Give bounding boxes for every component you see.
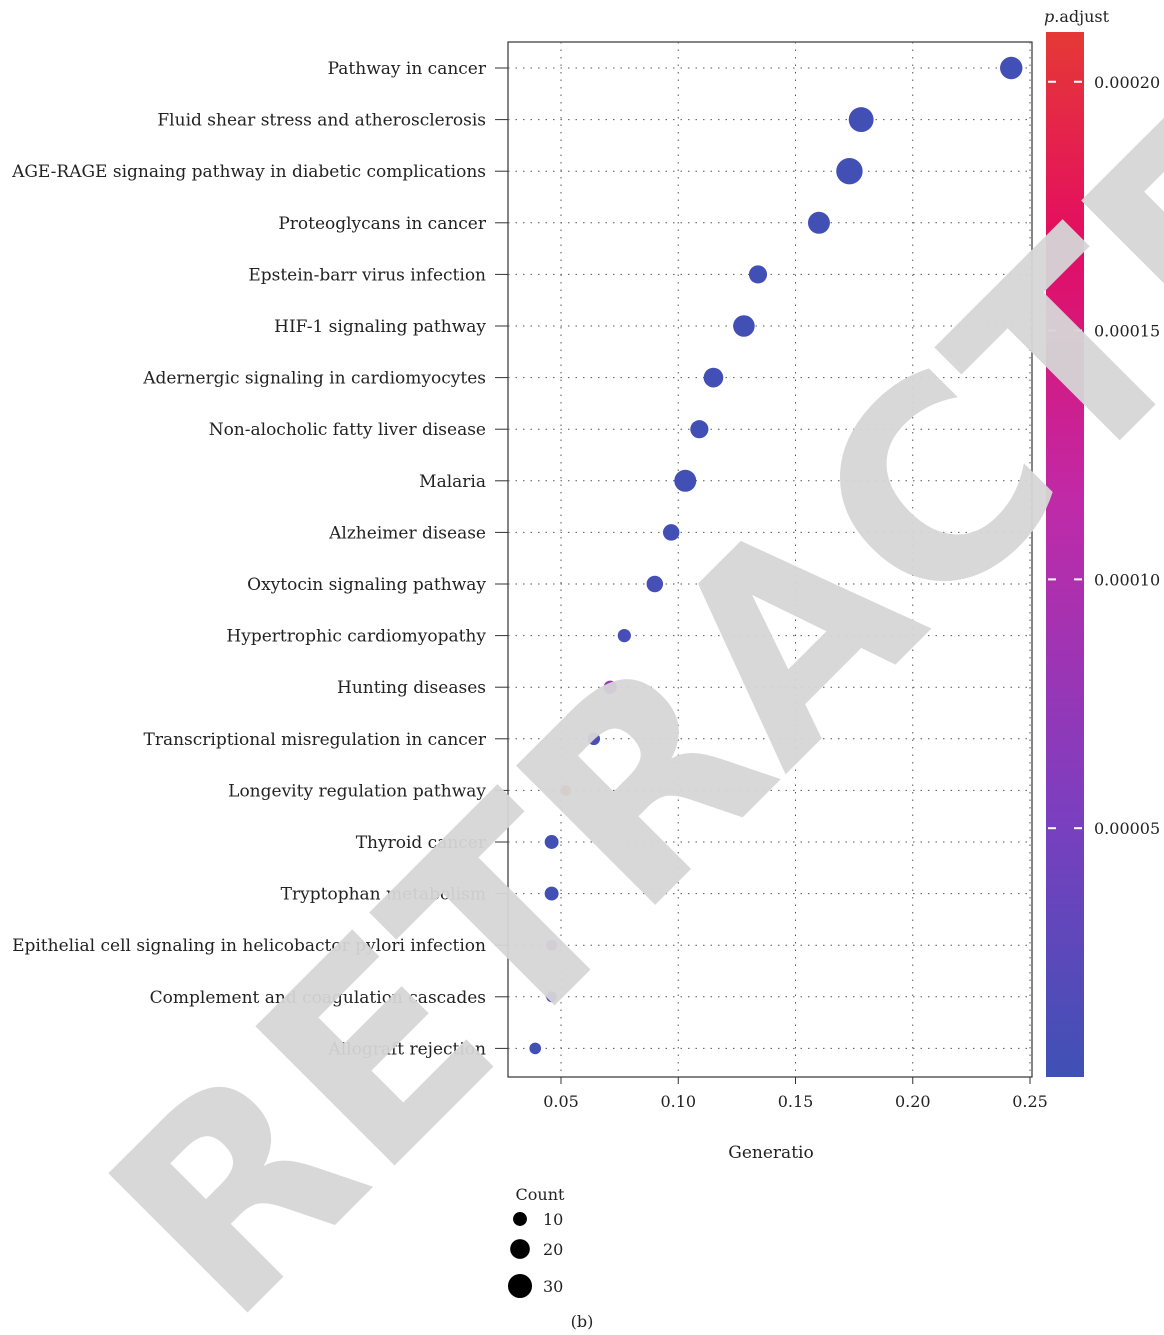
data-point bbox=[674, 469, 697, 492]
x-tick-label: 0.10 bbox=[660, 1092, 696, 1111]
x-tick-label: 0.15 bbox=[778, 1092, 814, 1111]
data-point bbox=[603, 680, 617, 694]
y-category-label: Epithelial cell signaling in helicobacto… bbox=[12, 936, 486, 956]
y-category-label: Thyroid cancer bbox=[356, 833, 487, 853]
size-legend-label: 20 bbox=[543, 1240, 563, 1259]
x-axis: 0.05 0.10 0.15 0.20 0.25 bbox=[543, 1077, 1048, 1111]
data-point bbox=[1000, 56, 1023, 80]
y-category-label: Fluid shear stress and atherosclerosis bbox=[157, 111, 486, 131]
colorbar-tick-label: 0.00005 bbox=[1094, 819, 1160, 838]
colorbar bbox=[1046, 32, 1084, 1077]
y-category-label: Tryptophan metabolism bbox=[281, 885, 486, 905]
data-point bbox=[544, 835, 559, 849]
x-tick-label: 0.20 bbox=[895, 1092, 931, 1111]
data-point bbox=[529, 1042, 542, 1055]
y-category-label: Transcriptional misregulation in cancer bbox=[144, 730, 487, 750]
colorbar-title: p.adjust bbox=[1044, 7, 1110, 26]
data-point bbox=[646, 575, 664, 593]
y-category-label: Allograft rejection bbox=[327, 1039, 486, 1059]
y-category-label: Longevity regulation pathway bbox=[228, 781, 486, 801]
y-category-label: Adernergic signaling in cardiomyocytes bbox=[142, 369, 486, 389]
y-category-label: Oxytocin signaling pathway bbox=[247, 575, 486, 595]
y-category-label: Hunting diseases bbox=[337, 678, 486, 698]
colorbar-tick-label: 0.00015 bbox=[1094, 322, 1160, 341]
y-category-label: Pathway in cancer bbox=[328, 59, 487, 79]
y-category-label: Alzheimer disease bbox=[328, 523, 486, 543]
points-layer bbox=[529, 56, 1023, 1055]
data-point bbox=[848, 107, 874, 133]
y-category-label: Hypertrophic cardiomyopathy bbox=[226, 627, 486, 647]
size-legend-dot bbox=[513, 1212, 527, 1226]
plot-panel bbox=[507, 41, 1033, 1078]
y-category-label: AGE-RAGE signaing pathway in diabetic co… bbox=[11, 162, 486, 182]
size-legend-label: 10 bbox=[543, 1210, 563, 1229]
y-category-label: Malaria bbox=[419, 472, 486, 492]
retracted-watermark: RETRACTED bbox=[53, 0, 1164, 1335]
y-category-label: Complement and coagulation cascades bbox=[150, 988, 486, 1008]
x-tick-label: 0.25 bbox=[1012, 1092, 1048, 1111]
data-point bbox=[617, 629, 631, 643]
size-legend-label: 30 bbox=[543, 1277, 563, 1296]
data-point bbox=[662, 524, 680, 541]
data-point bbox=[703, 367, 724, 388]
data-point bbox=[836, 158, 863, 185]
x-axis-title: Generatio bbox=[728, 1143, 813, 1163]
data-point bbox=[587, 732, 601, 746]
y-category-label: Epstein-barr virus infection bbox=[248, 265, 486, 285]
data-point bbox=[748, 265, 768, 284]
grid-layer bbox=[508, 42, 1032, 1077]
colorbar-ticks: 0.00005 0.00010 0.00015 0.00020 bbox=[1048, 73, 1160, 838]
data-point bbox=[733, 315, 755, 337]
panel-label: (b) bbox=[571, 1312, 594, 1331]
data-point bbox=[546, 991, 558, 1003]
y-category-label: Non-alocholic fatty liver disease bbox=[209, 420, 486, 440]
data-point bbox=[560, 785, 572, 796]
size-legend-dot bbox=[510, 1239, 530, 1259]
size-legend: 10 20 30 bbox=[507, 1210, 563, 1299]
size-legend-dot bbox=[507, 1273, 533, 1299]
data-point bbox=[544, 886, 559, 901]
data-point bbox=[546, 939, 558, 951]
size-legend-title: Count bbox=[516, 1185, 565, 1204]
y-category-label: Proteoglycans in cancer bbox=[278, 214, 487, 234]
svg-text:RETRACTED: RETRACTED bbox=[53, 0, 1164, 1335]
colorbar-tick-label: 0.00010 bbox=[1094, 570, 1160, 589]
colorbar-tick-label: 0.00020 bbox=[1094, 73, 1160, 92]
y-axis: Pathway in cancer Fluid shear stress and … bbox=[11, 59, 508, 1059]
data-point bbox=[690, 420, 709, 439]
data-point bbox=[807, 211, 830, 234]
x-tick-label: 0.05 bbox=[543, 1092, 579, 1111]
y-category-label: HIF-1 signaling pathway bbox=[274, 317, 486, 337]
